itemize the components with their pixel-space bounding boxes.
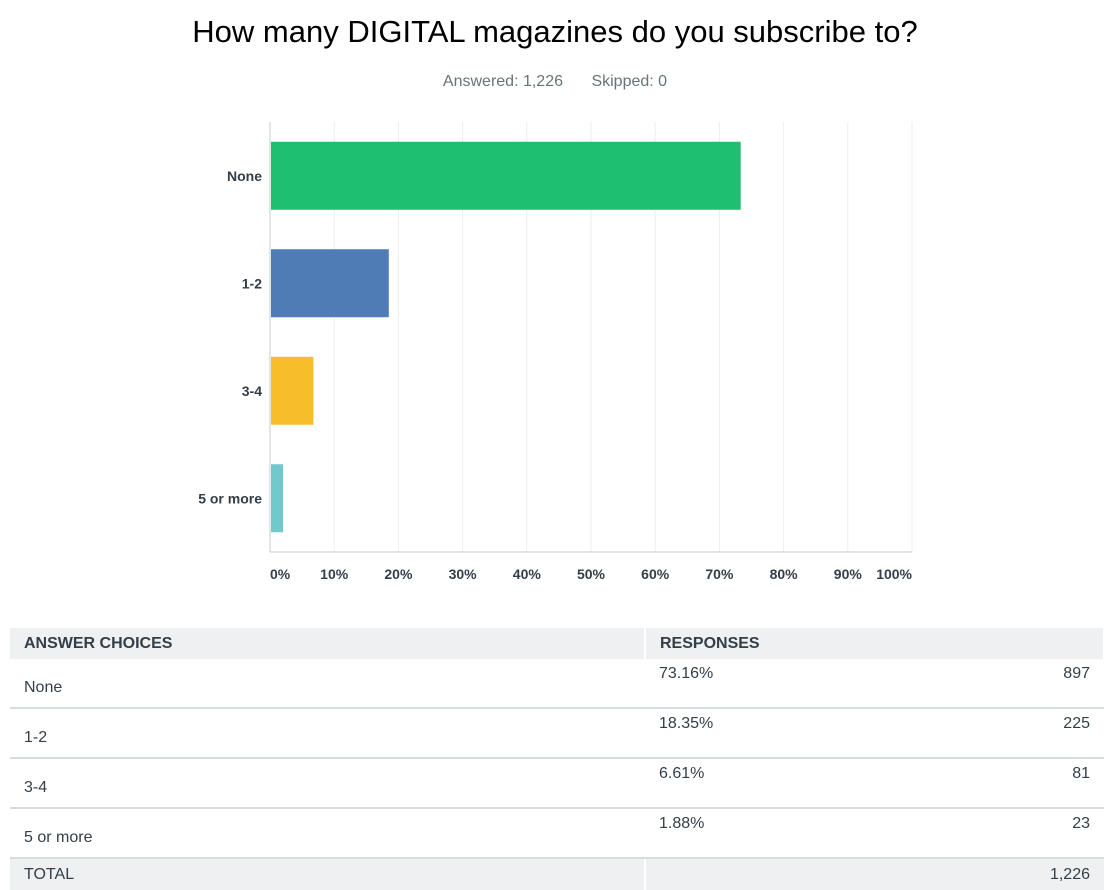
row-percent: 6.61% [645,758,897,809]
row-count: 897 [896,659,1104,709]
skipped-count: Skipped: 0 [591,73,668,90]
row-percent: 73.16% [645,659,897,709]
table-total-row: TOTAL 1,226 [10,858,1104,890]
tick-label: 60% [641,566,670,582]
row-count: 225 [896,708,1104,759]
bar [271,464,284,533]
category-label: 5 or more [198,490,262,506]
bar [271,141,741,210]
table-row: 3-4 6.61% 81 [10,758,1104,809]
bar-chart: None 1-2 3-4 5 or more 0% 10% 20% 30% 40% 50% 60% 7… [198,122,913,582]
responses-table: ANSWER CHOICES RESPONSES None 73.16% 897… [10,628,1105,890]
answered-count: Answered: 1,226 [442,73,563,90]
category-label: 1-2 [242,275,262,291]
question-title: How many DIGITAL magazines do you subscr… [192,14,918,49]
row-count: 81 [896,758,1104,809]
total-label: TOTAL [10,858,646,890]
tick-label: 80% [770,566,799,582]
row-choice: 1-2 [10,708,645,759]
header-responses: RESPONSES [645,628,1105,659]
category-label: 3-4 [242,383,262,399]
tick-label: 70% [705,566,734,582]
tick-label: 40% [513,566,542,582]
response-summary: Answered: 1,226 Skipped: 0 [0,73,1110,91]
table-row: 1-2 18.35% 225 [10,708,1104,759]
bar [271,249,389,318]
row-percent: 18.35% [645,708,897,759]
tick-label: 50% [577,566,606,582]
tick-label: 20% [384,566,413,582]
row-choice: 5 or more [10,808,645,859]
tick-label: 90% [834,566,863,582]
header-answer-choices: ANSWER CHOICES [10,628,646,659]
table-header-row: ANSWER CHOICES RESPONSES [10,628,1105,659]
total-count: 1,226 [896,858,1104,890]
row-choice: 3-4 [10,758,645,809]
total-spacer [645,858,897,890]
tick-label: 30% [449,566,478,582]
tick-label: 100% [876,566,912,582]
table-row: None 73.16% 897 [10,659,1104,709]
bar [271,356,314,425]
tick-label: 0% [270,566,291,582]
row-choice: None [10,659,645,709]
tick-label: 10% [320,566,349,582]
row-percent: 1.88% [645,808,897,859]
row-count: 23 [896,808,1104,859]
category-label: None [227,168,262,184]
table-row: 5 or more 1.88% 23 [10,808,1104,859]
